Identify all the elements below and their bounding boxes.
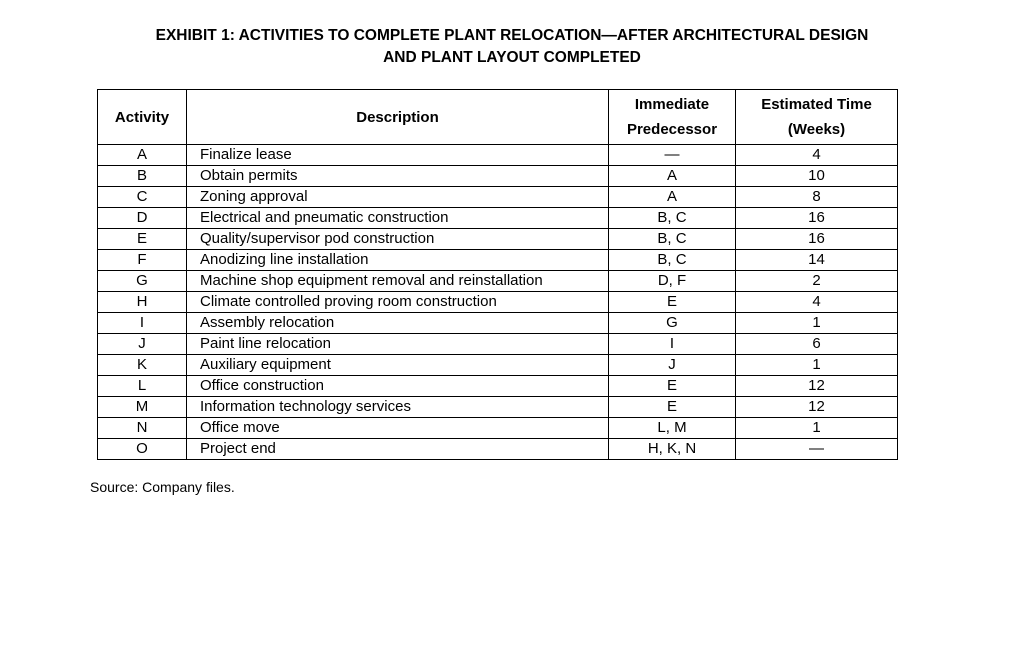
source-note: Source: Company files. [90,479,235,495]
time-cell: 10 [735,165,898,187]
time-cell: 1 [735,354,898,376]
table-row: B Obtain permits A 10 [97,165,898,187]
activity-cell: J [97,333,187,355]
table-row: F Anodizing line installation B, C 14 [97,249,898,271]
time-cell: 12 [735,375,898,397]
time-cell: 4 [735,291,898,313]
table-row: A Finalize lease —4 [97,144,898,166]
predecessor-cell: J [608,354,736,376]
predecessor-cell: B, C [608,249,736,271]
activity-cell: N [97,417,187,439]
table-row: M Information technology services E 12 [97,396,898,418]
predecessor-cell: G [608,312,736,334]
description-cell: Zoning approval [186,186,609,208]
predecessor-cell: E [608,396,736,418]
description-cell: Paint line relocation [186,333,609,355]
activity-cell: D [97,207,187,229]
exhibit-title-line2: AND PLANT LAYOUT COMPLETED [383,49,641,66]
activities-table: Activity Description Immediate Predecess… [97,89,898,460]
header-immediate-predecessor: Immediate Predecessor [608,89,736,145]
time-cell: — [735,438,898,460]
activity-cell: M [97,396,187,418]
table-row: E Quality/supervisor pod construction B, C… [97,228,898,250]
activity-cell: C [97,186,187,208]
activity-cell: H [97,291,187,313]
table-row: O Project end H, K, N — [97,438,898,460]
description-cell: Office construction [186,375,609,397]
time-cell: 1 [735,417,898,439]
activity-cell: A [97,144,187,166]
activity-cell: G [97,270,187,292]
time-cell: 14 [735,249,898,271]
activity-cell: F [97,249,187,271]
predecessor-cell: B, C [608,228,736,250]
header-row: Activity Description Immediate Predecess… [97,89,898,145]
table-row: D Electrical and pneumatic construction B,… [97,207,898,229]
description-cell: Information technology services [186,396,609,418]
exhibit-title: EXHIBIT 1: ACTIVITIES TO COMPLETE PLANT … [0,25,1024,69]
time-cell: 12 [735,396,898,418]
table-row: G Machine shop equipment removal and rein… [97,270,898,292]
time-cell: 2 [735,270,898,292]
predecessor-cell: A [608,186,736,208]
description-cell: Electrical and pneumatic construction [186,207,609,229]
predecessor-cell: D, F [608,270,736,292]
header-activity: Activity [97,89,187,145]
activity-cell: B [97,165,187,187]
activity-cell: K [97,354,187,376]
time-cell: 16 [735,228,898,250]
description-cell: Office move [186,417,609,439]
table-row: J Paint line relocation I 6 [97,333,898,355]
table-row: C Zoning approval A 8 [97,186,898,208]
predecessor-cell: L, M [608,417,736,439]
time-cell: 8 [735,186,898,208]
predecessor-cell: H, K, N [608,438,736,460]
time-cell: 4 [735,144,898,166]
time-cell: 16 [735,207,898,229]
predecessor-cell: A [608,165,736,187]
table-row: H Climate controlled proving room constru… [97,291,898,313]
description-cell: Climate controlled proving room construc… [186,291,609,313]
description-cell: Project end [186,438,609,460]
header-estimated-time: Estimated Time (Weeks) [735,89,898,145]
time-cell: 1 [735,312,898,334]
predecessor-cell: E [608,375,736,397]
description-cell: Machine shop equipment removal and reins… [186,270,609,292]
description-cell: Obtain permits [186,165,609,187]
table-row: K Auxiliary equipment J 1 [97,354,898,376]
table-body: A Finalize lease —4 B Obtain permits A 10 C Zoni… [97,144,898,460]
activity-cell: I [97,312,187,334]
activity-cell: O [97,438,187,460]
header-description: Description [186,89,609,145]
description-cell: Assembly relocation [186,312,609,334]
activity-cell: E [97,228,187,250]
predecessor-cell: B, C [608,207,736,229]
predecessor-cell: — [608,144,736,166]
description-cell: Quality/supervisor pod construction [186,228,609,250]
time-cell: 6 [735,333,898,355]
table-row: L Office construction E 12 [97,375,898,397]
exhibit-title-line1: EXHIBIT 1: ACTIVITIES TO COMPLETE PLANT … [155,27,869,44]
table-row: I Assembly relocation G 1 [97,312,898,334]
activity-cell: L [97,375,187,397]
description-cell: Anodizing line installation [186,249,609,271]
description-cell: Auxiliary equipment [186,354,609,376]
description-cell: Finalize lease [186,144,609,166]
predecessor-cell: I [608,333,736,355]
document-page: EXHIBIT 1: ACTIVITIES TO COMPLETE PLANT … [0,25,1024,496]
predecessor-cell: E [608,291,736,313]
